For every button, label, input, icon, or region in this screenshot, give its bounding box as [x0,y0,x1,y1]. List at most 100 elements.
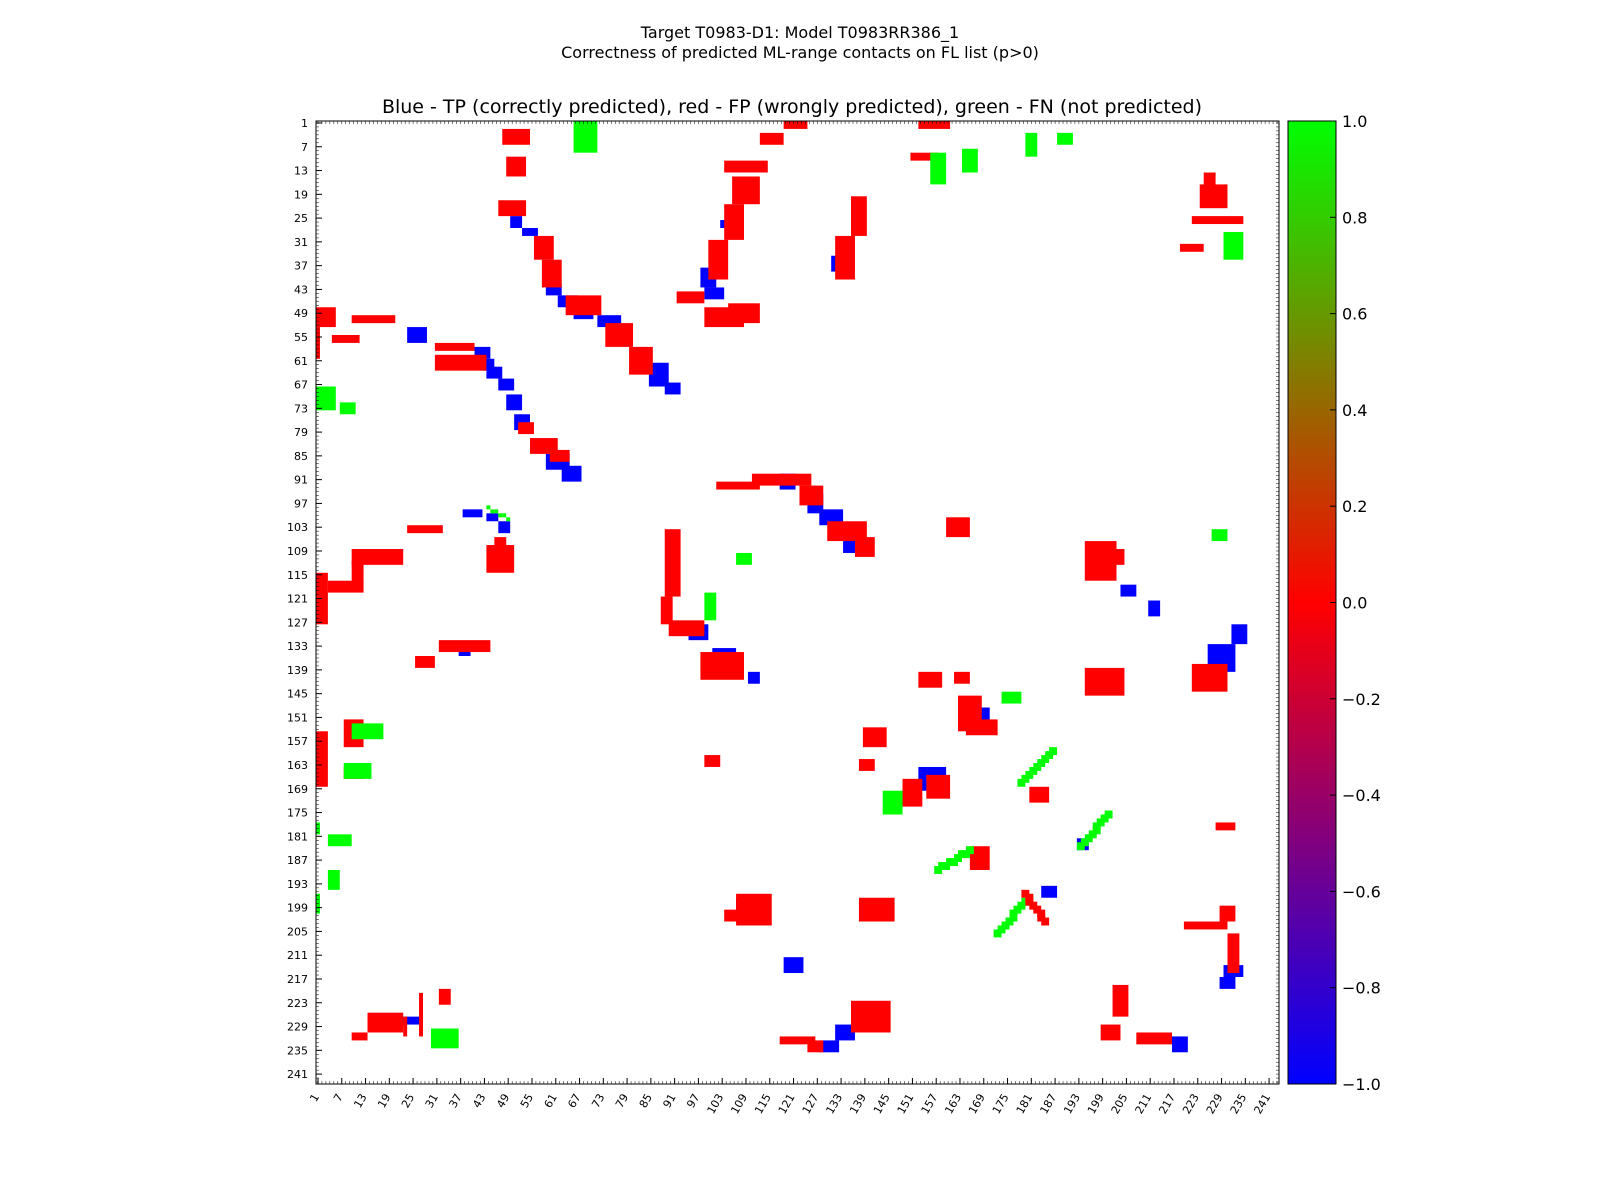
diagonal-band-3-cell-2 [1001,921,1010,930]
diagonal-band-1-cell-2 [1084,834,1093,843]
diagonal-band-0 [1017,747,1058,787]
diagonal-band-1-cell-4 [1092,826,1101,835]
diagonal-band-5-cell-3 [498,513,503,518]
contact-segment-89 [415,656,435,668]
contact-segment-154 [430,1028,459,1049]
y-tick-label-187: 187 [287,854,308,867]
contact-segment-133 [1227,933,1240,974]
y-tick-label-25: 25 [294,212,308,225]
x-tick-label-157: 157 [919,1092,941,1117]
diagonal-band-0-cell-6 [1041,755,1050,763]
contact-segment-11 [474,346,491,359]
contact-segment-4 [510,216,523,228]
contact-segment-43 [819,1040,840,1053]
diagonal-band-0-cell-3 [1029,766,1038,775]
x-tick-label-169: 169 [966,1092,988,1117]
contact-segment-2 [462,509,483,518]
contact-segment-42 [1172,1036,1188,1053]
contact-segment-14 [498,378,515,391]
x-tick-label-67: 67 [565,1092,583,1111]
y-tick-label-85: 85 [294,450,308,463]
y-tick-label-241: 241 [287,1068,308,1081]
x-tick-label-235: 235 [1228,1092,1250,1117]
contact-segment-155 [1223,231,1244,260]
contact-segment-54 [533,235,554,260]
contact-segment-143 [961,148,978,173]
contact-segment-5 [522,228,538,236]
contact-segment-141 [573,121,598,153]
diagonal-band-0-cell-2 [1025,770,1034,779]
x-tick-label-13: 13 [351,1092,369,1111]
contact-segment-105 [858,759,875,771]
y-tick-label-151: 151 [287,711,308,724]
diagonal-band-4-cell-6 [1037,913,1046,922]
x-tick-label-61: 61 [542,1092,560,1111]
diagonal-band-5-cell-0 [486,505,491,510]
contact-segment-150 [327,834,352,847]
chart-title-line2: Correctness of predicted ML-range contac… [561,43,1039,62]
y-tick-label-205: 205 [287,925,308,938]
contact-segment-128 [1100,1024,1121,1041]
y-tick-label-121: 121 [287,593,308,606]
x-tick-label-205: 205 [1109,1092,1131,1117]
y-tick-label-181: 181 [287,830,308,843]
contact-segment-58 [629,346,653,375]
x-tick-label-211: 211 [1133,1092,1155,1117]
contact-segment-69 [835,235,855,280]
contact-cells [316,121,1248,1053]
x-tick-label-49: 49 [494,1092,512,1111]
x-tick-label-97: 97 [684,1092,702,1111]
plot-area [316,121,1279,1084]
y-tick-label-55: 55 [294,331,308,344]
x-tick-label-55: 55 [518,1092,536,1111]
contact-segment-44 [835,1024,855,1041]
contact-segment-6 [545,283,562,296]
colorbar-tick-label-1: 0.8 [1342,208,1367,227]
colorbar-tick-label-8: −0.6 [1342,882,1381,901]
y-tick-label-67: 67 [294,379,308,392]
diagonal-band-1 [1076,810,1113,851]
contact-segment-50 [399,1016,420,1025]
colorbar-tick-label-5: 0.0 [1342,594,1367,613]
contact-segment-126 [438,988,451,1005]
contact-segment-114 [1191,216,1244,225]
x-tick-label-37: 37 [446,1092,464,1111]
contact-segment-119 [858,897,895,922]
colorbar-ticks: 1.0 0.8 0.6 0.4 0.2 0.0 −0.2 −0.4 −0.6 −0.8 −1.0 [1330,112,1381,1094]
contact-segment-123 [367,1012,404,1033]
contact-segment-81 [549,449,570,462]
diagonal-band-5-cell-1 [490,509,495,514]
x-tick-label-181: 181 [1014,1092,1036,1117]
diagonal-band-4-cell-3 [1029,901,1038,910]
diagonal-band-2-cell-0 [934,866,943,874]
minor-ticks [316,121,1279,1084]
colorbar-tick-label-3: 0.4 [1342,401,1367,420]
contact-segment-51 [502,128,530,145]
contact-segment-130 [1136,1032,1172,1045]
contact-segment-142 [930,152,947,185]
contact-segment-36 [1148,600,1161,617]
y-tick-label-175: 175 [287,807,308,820]
diagonal-band-5-cell-5 [506,517,511,522]
x-tick-label-73: 73 [589,1092,607,1111]
diagonal-band-0-cell-5 [1037,759,1046,767]
y-tick-label-157: 157 [287,735,308,748]
y-tick-label-145: 145 [287,688,308,701]
contact-segment-115 [1179,243,1204,252]
x-tick-label-187: 187 [1037,1092,1059,1117]
contact-segment-135 [969,846,990,870]
contact-segment-147 [339,402,356,415]
y-tick-label-1: 1 [301,117,308,130]
contact-segment-100 [918,671,943,688]
contact-segment-31 [747,671,760,684]
x-tick-label-241: 241 [1251,1092,1273,1117]
colorbar-tick-label-4: 0.2 [1342,497,1367,516]
contact-segment-61 [724,204,744,240]
x-tick-label-91: 91 [660,1092,678,1111]
contact-segment-127 [351,1032,368,1041]
contact-segment-137 [946,517,970,538]
contact-segment-48 [1041,885,1058,898]
colorbar-tick-label-2: 0.6 [1342,305,1367,324]
x-tick-label-1: 1 [307,1092,322,1105]
contact-segment-107 [926,774,951,799]
